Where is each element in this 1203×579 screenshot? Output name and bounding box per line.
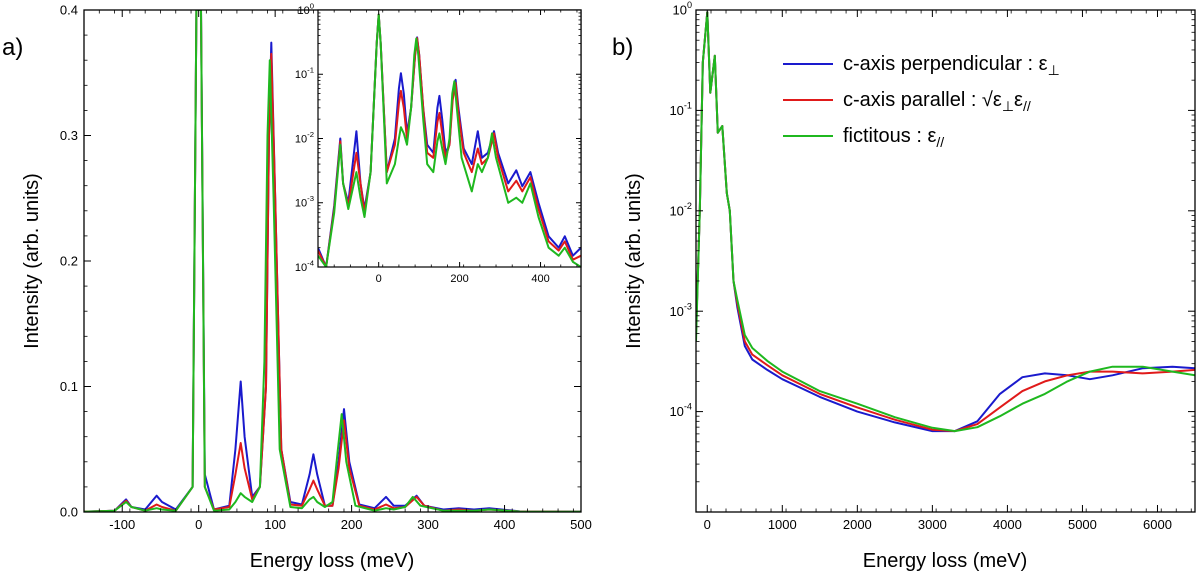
panel-a-x-axis-label: Energy loss (meV) (250, 550, 415, 572)
panel-b-y-tick-label: 10-2 (669, 201, 692, 219)
panel-a-y-tick-label: 0.1 (60, 379, 78, 394)
panel-b-y-tick-label: 10-4 (669, 402, 692, 420)
panel-a-y-tick-label: 0.3 (60, 128, 78, 143)
inset-x-tick-label: 200 (450, 273, 468, 285)
panel-a-series-layer (84, 10, 581, 512)
legend-entry-1: c-axis perpendicular : ε⊥ (843, 53, 1060, 78)
panel-b-series-line-2 (696, 11, 1195, 433)
legend-entry-2: c-axis parallel : √ε⊥ε// (843, 89, 1031, 114)
inset-series-layer (318, 13, 581, 267)
panel-b-series-layer (696, 11, 1195, 433)
panel-b-x-tick-label: 0 (704, 517, 711, 532)
panel-b-x-tick-label: 3000 (918, 517, 947, 532)
panel-a-series-line-3 (84, 10, 581, 512)
panel-a-y-axis-label: Intensity (arb. units) (21, 173, 43, 349)
legend-entry-3: fictitous : ε// (843, 125, 944, 150)
panel-a-letter: a) (2, 34, 23, 61)
panel-a-x-tick-label: 500 (570, 517, 592, 532)
panel-b-x-tick-label: 6000 (1143, 517, 1172, 532)
panel-b-x-tick-label: 4000 (993, 517, 1022, 532)
panel-b-y-tick-label: 10-3 (669, 301, 692, 319)
panel-b-x-tick-label: 1000 (768, 517, 797, 532)
panel-a-x-tick-label: 200 (341, 517, 363, 532)
inset-x-tick-label: 400 (531, 273, 549, 285)
inset-y-tick-label: 10-4 (295, 258, 315, 274)
panel-a-x-tick-label: 100 (264, 517, 286, 532)
panel-a-y-tick-label: 0.4 (60, 3, 78, 18)
panel-a-x-tick-label: 0 (195, 517, 202, 532)
panel-b-y-tick-label: 10-1 (669, 100, 692, 118)
panel-b-x-axis-label: Energy loss (meV) (863, 550, 1028, 572)
panel-a-x-tick-label: -100 (109, 517, 135, 532)
panel-b-series-line-3 (696, 11, 1195, 433)
panel-b-y-tick-label: 100 (672, 0, 692, 18)
panel-a-y-tick-label: 0.0 (60, 505, 78, 520)
inset-series-line-3 (318, 13, 581, 267)
inset-x-tick-label: 0 (376, 273, 382, 285)
panel-b-x-tick-label: 2000 (843, 517, 872, 532)
inset-y-tick-label: 10-1 (295, 66, 314, 82)
panel-b: b) 0 1000 2000 3000 4000 5000 6000 10-4 10-3 10-2… (612, 0, 1196, 572)
panel-a-y-tick-label: 0.2 (60, 254, 78, 269)
inset-y-tick-label: 100 (297, 1, 314, 17)
panel-inset: 0 200 400 10-4 10-3 10-2 10-1 100 (295, 1, 582, 285)
panel-b-letter: b) (612, 34, 633, 61)
panel-b-frame (695, 9, 1196, 513)
inset-y-tick-label: 10-2 (295, 130, 314, 146)
panel-b-y-axis-label: Intensity (arb. units) (623, 173, 645, 349)
inset-y-tick-label: 10-3 (295, 194, 314, 210)
panel-a-x-tick-label: 400 (494, 517, 516, 532)
panel-b-x-tick-label: 5000 (1068, 517, 1097, 532)
panel-a-x-tick-label: 300 (417, 517, 439, 532)
panel-b-ticks-layer: 0 1000 2000 3000 4000 5000 6000 10-4 10-3 10-2 10-… (669, 0, 1195, 532)
inset-ticks-layer: 0 200 400 10-4 10-3 10-2 10-1 100 (295, 1, 581, 285)
panel-b-legend: c-axis perpendicular : ε⊥ c-axis parallel… (783, 53, 1060, 150)
